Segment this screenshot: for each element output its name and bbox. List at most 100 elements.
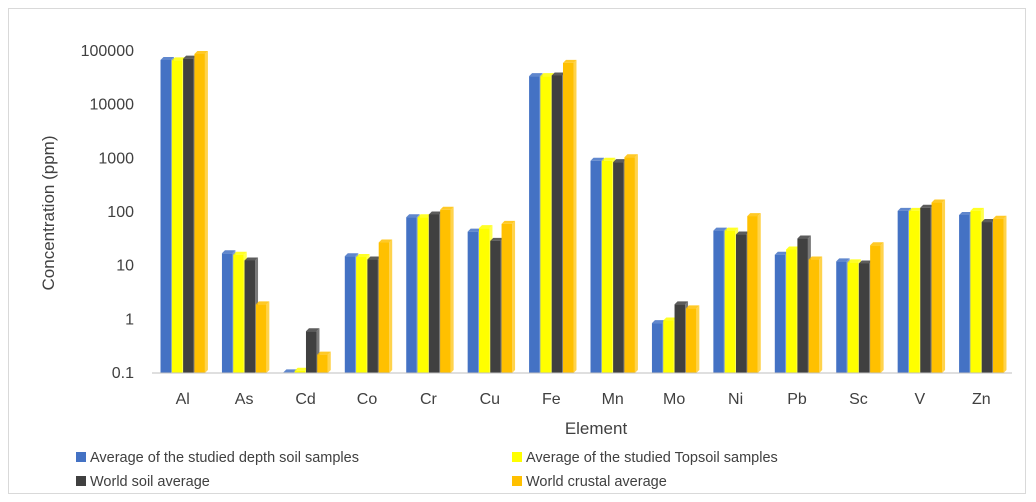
bar-top: [283, 369, 297, 373]
bar-face: [724, 230, 736, 373]
bar-side: [696, 305, 700, 373]
bar-top: [160, 56, 175, 60]
legend-label: World crustal average: [526, 474, 667, 490]
x-tick-label: Mn: [602, 391, 624, 408]
bar-face: [713, 230, 724, 373]
bar-top: [858, 260, 873, 264]
bar-top: [786, 246, 800, 250]
bar-top: [417, 214, 432, 218]
y-tick-label: 1000: [98, 150, 134, 167]
bar-top: [233, 251, 247, 255]
bar-side: [512, 220, 516, 373]
bar-face: [613, 162, 624, 373]
bar-face: [356, 257, 367, 373]
bar: [747, 213, 761, 373]
bar-top: [529, 73, 543, 77]
y-tick-label: 0.1: [112, 365, 134, 382]
bar: [992, 215, 1007, 373]
bar: [808, 256, 823, 373]
bar-top: [808, 256, 823, 260]
bar-top: [747, 213, 761, 217]
bar-top: [713, 227, 727, 231]
bar-face: [747, 216, 758, 373]
x-tick-label: Fe: [542, 391, 561, 408]
bar-top: [367, 256, 381, 260]
y-tick-label: 100: [107, 204, 134, 221]
bar: [870, 242, 884, 373]
x-tick-label: Zn: [972, 391, 991, 408]
legend-swatch: [76, 452, 86, 462]
bar-top: [562, 59, 577, 63]
bar-top: [724, 227, 739, 231]
x-tick-label: Al: [176, 391, 190, 408]
bar-face: [317, 354, 328, 373]
bar-side: [389, 239, 393, 373]
legend: Average of the studied depth soil sample…: [76, 450, 778, 490]
y-axis-ticks: 100000 10000 1000 100 10 1 0.1: [81, 43, 134, 382]
bar-side: [757, 213, 761, 373]
bar-side: [266, 301, 270, 373]
legend-item: Average of the studied Topsoil samples: [512, 450, 778, 466]
bar: [624, 154, 638, 373]
x-tick-label: Co: [357, 391, 378, 408]
bar-top: [317, 351, 331, 355]
bar-side: [942, 199, 946, 373]
bar-top: [601, 157, 616, 161]
bar-top: [870, 242, 884, 246]
bar-top: [674, 301, 689, 305]
bar-face: [981, 222, 993, 373]
bar-face: [847, 262, 859, 373]
bar-top: [294, 367, 309, 371]
bar-face: [160, 59, 172, 374]
bar-face: [540, 76, 551, 373]
bar-top: [920, 204, 934, 208]
bar-face: [858, 263, 870, 373]
bar-side: [819, 256, 823, 373]
x-axis-title: Element: [565, 419, 628, 438]
bar-face: [440, 209, 451, 373]
bar-top: [836, 258, 850, 262]
bar-face: [467, 231, 479, 373]
bar: [931, 199, 946, 373]
bar: [194, 50, 208, 373]
bar-top: [378, 239, 393, 243]
bar-top: [490, 237, 504, 241]
bar-face: [378, 242, 390, 373]
bar-top: [244, 257, 259, 261]
bar-top: [735, 231, 750, 235]
bar: [440, 206, 454, 373]
bar-face: [651, 323, 663, 373]
bar-side: [450, 206, 454, 373]
legend-label: Average of the studied depth soil sample…: [90, 450, 359, 466]
bar-face: [674, 304, 686, 373]
bar-top: [501, 220, 516, 224]
bar-face: [808, 259, 820, 373]
bar-face: [774, 254, 786, 373]
bar-face: [194, 53, 205, 373]
bars: [160, 50, 1007, 374]
bar-top: [981, 219, 996, 223]
y-tick-label: 10000: [90, 97, 135, 114]
bar-top: [797, 235, 811, 239]
bar-face: [294, 370, 306, 373]
bar-top: [663, 317, 677, 321]
bar-face: [478, 228, 490, 373]
x-tick-label: Cd: [295, 391, 315, 408]
bar-face: [931, 202, 943, 373]
bar-face: [624, 157, 635, 373]
bar-face: [171, 60, 183, 373]
x-tick-label: Cu: [480, 391, 500, 408]
y-axis-title: Concentration (ppm): [39, 136, 58, 291]
bar: [562, 59, 577, 373]
bar-top: [897, 207, 912, 211]
bar-top: [467, 228, 482, 232]
y-tick-label: 1: [125, 311, 134, 328]
legend-label: Average of the studied Topsoil samples: [526, 450, 778, 466]
bar-side: [880, 242, 884, 373]
bar-face: [490, 240, 501, 373]
bar-top: [478, 225, 493, 229]
bar-side: [204, 50, 208, 373]
bar-face: [221, 253, 233, 373]
x-tick-label: Ni: [728, 391, 743, 408]
